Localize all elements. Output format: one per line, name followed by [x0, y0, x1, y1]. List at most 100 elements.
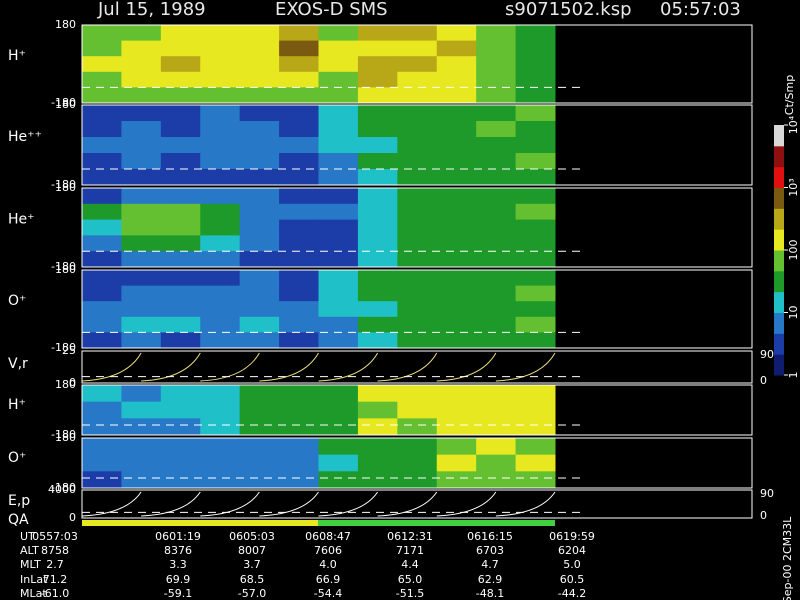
heatmap-cell [397, 471, 438, 489]
heatmap-cell [160, 385, 201, 403]
heatmap-cell [82, 454, 122, 472]
heatmap-cell [318, 285, 359, 302]
heatmap-cell [318, 454, 359, 472]
panel-label: H⁺ [8, 48, 26, 64]
heatmap-cell [476, 270, 517, 287]
heatmap-cell [436, 316, 477, 333]
colorbar-tick-label: 10 [787, 306, 800, 320]
qa-label: QA [8, 512, 29, 528]
heatmap-cell [436, 203, 477, 221]
heatmap-cell [476, 471, 517, 489]
heatmap-cell [160, 454, 201, 472]
heatmap-cell [279, 251, 319, 268]
table-cell: 8758 [41, 544, 69, 557]
colorbar-swatch [774, 291, 784, 313]
heatmap-cell [515, 285, 556, 302]
heatmap-cell [357, 56, 398, 73]
heatmap-cell [239, 471, 280, 489]
colorbar-swatch [774, 229, 784, 251]
heatmap-cell [82, 332, 122, 349]
heatmap-cell [476, 153, 517, 170]
date: Jul 15, 1989 [97, 0, 206, 20]
time: 05:57:03 [660, 0, 741, 20]
heatmap-cell [357, 87, 398, 104]
heatmap-cell [82, 270, 122, 287]
heatmap-cell [121, 71, 162, 88]
table-cell: 0616:15 [467, 530, 513, 543]
heatmap-cell [239, 454, 280, 472]
heatmap-cell [318, 121, 359, 138]
heatmap-cell [200, 203, 241, 221]
heatmap-cell [239, 153, 280, 170]
table-cell: 0608:47 [305, 530, 351, 543]
heatmap-cell [318, 418, 359, 436]
heatmap-cell [160, 71, 201, 88]
heatmap-cell [82, 40, 122, 57]
heatmap-cell [318, 169, 359, 186]
heatmap-cell [515, 87, 556, 104]
heatmap-cell [121, 219, 162, 236]
heatmap-cell [279, 438, 319, 456]
heatmap-cell [82, 235, 122, 252]
heatmap-cell [357, 454, 398, 472]
heatmap-cell [436, 301, 477, 318]
heatmap-cell [279, 56, 319, 73]
y2-tick-label: 90 [760, 348, 774, 361]
heatmap-cell [121, 56, 162, 73]
heatmap-cell [82, 219, 122, 236]
heatmap-cell [357, 438, 398, 456]
heatmap-cell [200, 235, 241, 252]
heatmap-cell [357, 105, 398, 122]
y-tick-label: 180 [55, 98, 76, 111]
heatmap-cell [160, 301, 201, 318]
instrument: EXOS-D SMS [275, 0, 388, 20]
heatmap-cell [476, 71, 517, 88]
heatmap-cell [397, 71, 438, 88]
heatmap-cell [476, 385, 517, 403]
heatmap-cell [82, 169, 122, 186]
heatmap-cell [200, 87, 241, 104]
heatmap-cell [476, 25, 517, 42]
heatmap-cell [436, 87, 477, 104]
table-cell: 71.2 [43, 573, 68, 586]
heatmap-cell [200, 285, 241, 302]
heatmap-cell [239, 418, 280, 436]
heatmap-cell [515, 385, 556, 403]
heatmap-cell [82, 153, 122, 170]
panel-frame [81, 384, 753, 436]
heatmap-cell [436, 235, 477, 252]
heatmap-cell [279, 203, 319, 221]
heatmap-cell [200, 270, 241, 287]
heatmap-cell [82, 385, 122, 403]
heatmap-cell [121, 188, 162, 205]
heatmap-cell [515, 454, 556, 472]
panel-label: E,p [8, 493, 30, 509]
heatmap-cell [476, 137, 517, 154]
panel-label: O⁺ [8, 293, 26, 309]
heatmap-cell [121, 270, 162, 287]
heatmap-cell [397, 169, 438, 186]
heatmap-cell [121, 316, 162, 333]
heatmap-cell [200, 169, 241, 186]
heatmap-cell [397, 316, 438, 333]
heatmap-cell [476, 87, 517, 104]
colorbar-swatch [774, 145, 784, 168]
heatmap-cell [436, 40, 477, 57]
panel-label: O⁺ [8, 450, 26, 466]
heatmap-cell [121, 105, 162, 122]
heatmap-cell [279, 87, 319, 104]
heatmap-cell [121, 251, 162, 268]
heatmap-cell [160, 56, 201, 73]
colorbar-swatch [774, 312, 784, 334]
heatmap-cell [239, 121, 280, 138]
y-tick-label: -180 [51, 96, 76, 109]
heatmap-cell [397, 56, 438, 73]
heatmap-cell [279, 105, 319, 122]
heatmap-cell [436, 332, 477, 349]
colorbar-tick-label: 10³ [787, 178, 800, 196]
table-cell: -44.2 [558, 587, 586, 600]
footer: Sep-00 2CM33L [781, 516, 794, 600]
heatmap-cell [515, 203, 556, 221]
heatmap-cell [357, 385, 398, 403]
heatmap-cell [200, 25, 241, 42]
